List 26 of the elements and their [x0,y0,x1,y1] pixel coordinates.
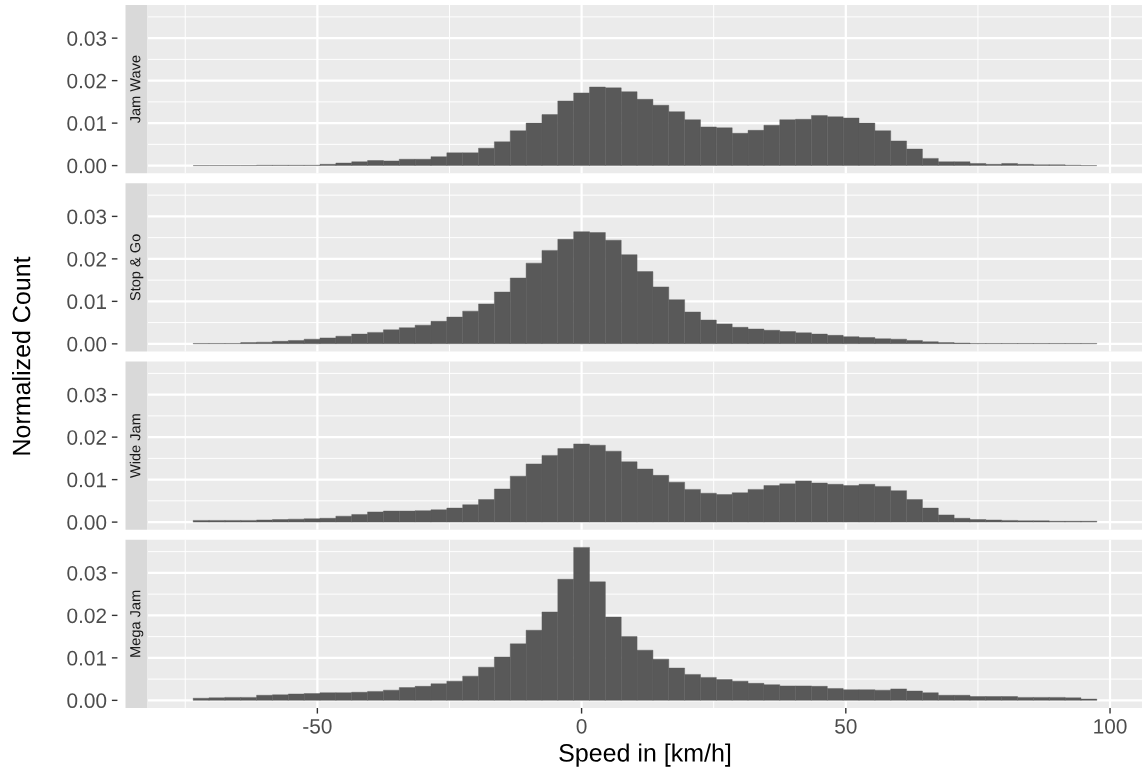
y-axis-title: Normalized Count [12,256,31,455]
y-tick-label: 0.01 [67,650,107,666]
y-tick-label: 0.03 [67,387,107,403]
text: Jam Wave [130,55,141,124]
y-tick-label: 0.03 [67,31,107,46]
text: Stop & Go [130,234,144,301]
y-tick-label: 0.02 [67,430,106,445]
y-tick-label: 0.00 [67,515,107,530]
x-tick-label: 100 [1094,718,1127,734]
y-tick-label: 0.03 [67,209,107,225]
x-axis-title: Speed in [km/h] [559,743,731,767]
text: Wide Jam [129,414,141,478]
y-tick-label: 0.02 [67,251,106,267]
x-tick-label: -50 [303,718,332,734]
text: Mega Jam [130,590,144,657]
y-tick-label: 0.02 [67,608,106,624]
y-tick-label: 0.02 [67,73,106,89]
y-tick-label: 0.00 [67,336,107,352]
y-tick-label: 0.00 [67,693,107,709]
y-tick-label: 0.01 [67,472,107,488]
y-tick-label: 0.03 [67,565,107,581]
x-tick-label: 0 [576,718,587,734]
y-tick-label: 0.01 [67,116,107,131]
x-tick-label: 50 [835,718,857,734]
y-tick-label: 0.00 [67,158,107,174]
y-tick-label: 0.01 [67,294,107,310]
